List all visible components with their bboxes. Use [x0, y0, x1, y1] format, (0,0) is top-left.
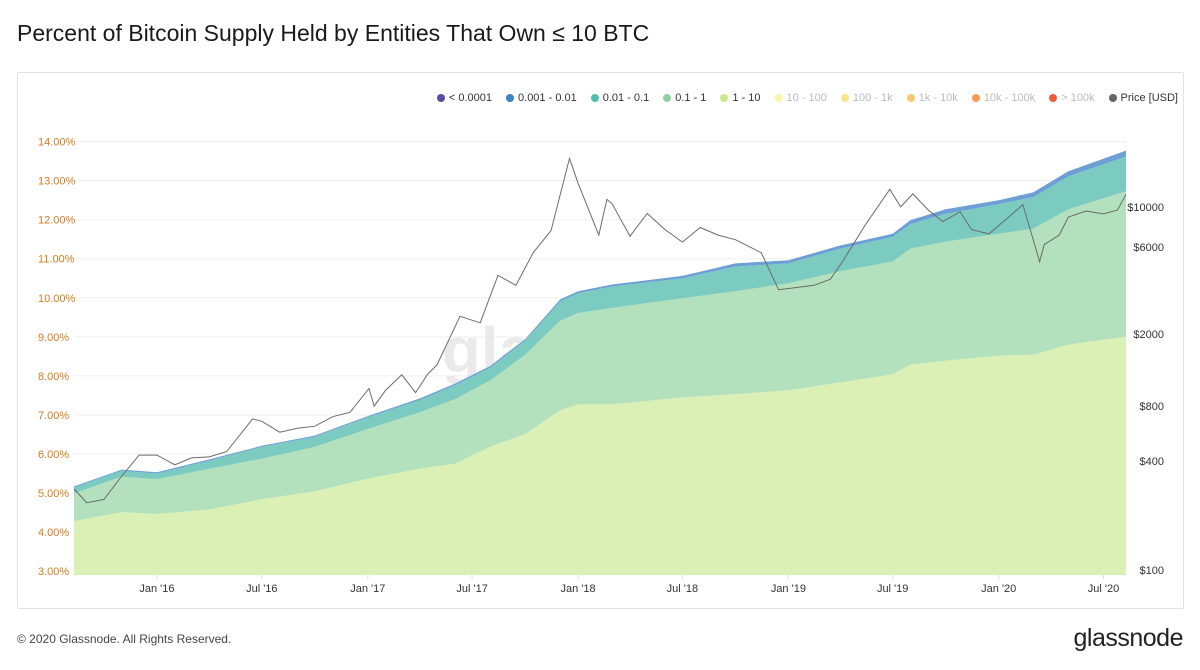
legend-dot-icon: [1108, 94, 1117, 102]
legend-label: 10k - 100k: [983, 92, 1036, 104]
x-tick-label: Jul '16: [246, 583, 277, 595]
legend-item[interactable]: Price [USD]: [1108, 92, 1178, 104]
x-tick-label: Jan '17: [350, 583, 385, 595]
legend-item[interactable]: 0.1 - 1: [663, 92, 706, 104]
chart-legend: < 0.0001 0.001 - 0.01 0.01 - 0.1 0.1 - 1 1 -…: [436, 92, 1178, 104]
legend-dot-icon: [663, 94, 672, 102]
y2-tick-label: $400: [1140, 456, 1164, 468]
legend-dot-icon: [720, 94, 729, 102]
legend-label: 0.1 - 1: [675, 92, 707, 104]
legend-item[interactable]: > 100k: [1049, 92, 1095, 104]
copyright-footer: © 2020 Glassnode. All Rights Reserved.: [17, 632, 232, 646]
y2-tick-label: $2000: [1133, 329, 1164, 341]
legend-dot-icon: [436, 94, 445, 102]
legend-item[interactable]: 0.01 - 0.1: [590, 92, 650, 104]
y-tick-label: 4.00%: [38, 527, 69, 539]
legend-label: < 0.0001: [448, 92, 493, 104]
y-tick-label: 9.00%: [38, 332, 69, 344]
legend-dot-icon: [840, 94, 849, 102]
legend-item[interactable]: 10 - 100: [774, 92, 827, 104]
x-tick-label: Jul '17: [456, 583, 487, 595]
legend-item[interactable]: 1k - 10k: [906, 92, 958, 104]
glassnode-logo[interactable]: glassnode: [1073, 624, 1184, 652]
y-tick-label: 13.00%: [38, 176, 76, 188]
x-tick-label: Jan '18: [561, 583, 596, 595]
y2-tick-label: $10000: [1127, 202, 1164, 214]
price-line: [73, 156, 1127, 504]
y2-tick-label: $100: [1140, 565, 1164, 577]
y-tick-label: 7.00%: [38, 410, 69, 422]
legend-label: 1k - 10k: [918, 92, 958, 104]
legend-label: 0.01 - 0.1: [602, 92, 650, 104]
y2-tick-label: $6000: [1133, 242, 1164, 254]
y2-tick-label: $800: [1140, 401, 1164, 413]
x-tick-label: Jan '16: [139, 583, 174, 595]
legend-dot-icon: [506, 94, 515, 102]
x-tick-label: Jan '19: [771, 583, 806, 595]
legend-item[interactable]: 1 - 10: [720, 92, 761, 104]
area-series-0-1-1: [74, 191, 1126, 522]
x-tick-label: Jan '20: [981, 583, 1016, 595]
legend-label: 10 - 100: [786, 92, 827, 104]
legend-item[interactable]: 10k - 100k: [971, 92, 1036, 104]
x-tick-label: Jul '20: [1088, 583, 1119, 595]
x-tick-label: Jul '18: [667, 583, 698, 595]
y-tick-label: 5.00%: [38, 488, 69, 500]
legend-item[interactable]: < 0.0001: [436, 92, 493, 104]
legend-label: Price [USD]: [1120, 92, 1178, 104]
y-tick-label: 3.00%: [38, 566, 69, 578]
legend-label: 0.001 - 0.01: [518, 92, 577, 104]
area-series-1-10: [74, 336, 1126, 575]
y-tick-label: 14.00%: [38, 137, 76, 149]
legend-dot-icon: [590, 94, 599, 102]
legend-dot-icon: [906, 94, 915, 102]
y-tick-label: 12.00%: [38, 215, 76, 227]
legend-dot-icon: [774, 94, 783, 102]
legend-label: 100 - 1k: [852, 92, 893, 104]
legend-dot-icon: [1049, 94, 1058, 102]
legend-dot-icon: [971, 94, 980, 102]
x-tick-label: Jul '19: [877, 583, 908, 595]
y-tick-label: 10.00%: [38, 293, 76, 305]
legend-label: 1 - 10: [732, 92, 761, 104]
y-tick-label: 8.00%: [38, 371, 69, 383]
chart-card: [17, 72, 1184, 609]
legend-item[interactable]: 0.001 - 0.01: [506, 92, 577, 104]
page-title: Percent of Bitcoin Supply Held by Entiti…: [17, 20, 650, 46]
y-tick-label: 6.00%: [38, 449, 69, 461]
legend-label: > 100k: [1061, 92, 1095, 104]
legend-item[interactable]: 100 - 1k: [840, 92, 893, 104]
y-tick-label: 11.00%: [38, 254, 75, 266]
